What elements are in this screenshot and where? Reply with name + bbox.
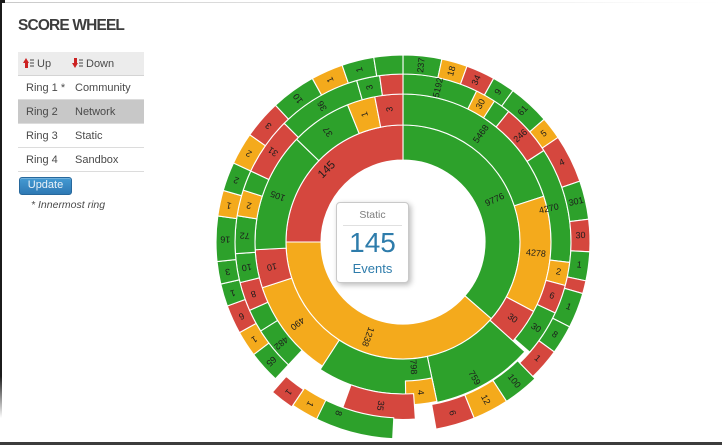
svg-text:1: 1: [359, 110, 370, 118]
svg-text:12: 12: [479, 393, 492, 407]
svg-text:1: 1: [225, 200, 232, 211]
svg-text:237: 237: [415, 57, 427, 73]
svg-text:65: 65: [264, 354, 278, 368]
svg-text:72: 72: [240, 231, 250, 241]
svg-text:1: 1: [564, 301, 572, 312]
svg-text:1: 1: [532, 353, 542, 364]
svg-text:37: 37: [321, 125, 335, 139]
svg-text:4270: 4270: [538, 201, 560, 215]
svg-text:3: 3: [364, 84, 375, 91]
svg-text:30: 30: [529, 321, 543, 335]
svg-text:105: 105: [269, 189, 287, 204]
svg-text:4: 4: [557, 157, 566, 168]
svg-text:3: 3: [384, 106, 394, 112]
svg-text:10: 10: [266, 261, 278, 273]
svg-text:1: 1: [325, 76, 336, 85]
svg-text:1: 1: [305, 399, 316, 408]
svg-text:8: 8: [250, 289, 258, 300]
svg-text:3: 3: [225, 267, 232, 278]
svg-text:6: 6: [237, 311, 246, 322]
svg-text:6: 6: [548, 290, 556, 301]
svg-text:30: 30: [506, 311, 520, 325]
svg-text:2: 2: [244, 148, 253, 159]
svg-text:18: 18: [445, 65, 457, 77]
svg-text:31: 31: [266, 145, 280, 159]
svg-text:798: 798: [408, 359, 419, 375]
svg-text:34: 34: [470, 73, 483, 86]
svg-text:61: 61: [516, 103, 530, 117]
svg-text:36: 36: [315, 99, 329, 113]
svg-text:301: 301: [568, 195, 585, 208]
svg-text:1: 1: [354, 66, 365, 73]
svg-text:30: 30: [575, 230, 585, 240]
svg-text:16: 16: [220, 234, 230, 244]
svg-text:2: 2: [555, 266, 562, 277]
svg-text:1: 1: [576, 259, 582, 270]
svg-text:10: 10: [291, 92, 305, 106]
svg-text:8: 8: [550, 329, 560, 340]
svg-text:2: 2: [245, 200, 252, 211]
svg-text:1: 1: [283, 387, 294, 397]
svg-text:5192: 5192: [431, 77, 445, 99]
svg-text:4278: 4278: [526, 247, 547, 259]
svg-text:1: 1: [249, 334, 259, 345]
svg-text:35: 35: [375, 400, 386, 411]
svg-text:2: 2: [232, 175, 240, 186]
svg-text:4: 4: [415, 389, 426, 395]
svg-text:10: 10: [241, 262, 252, 273]
svg-text:1: 1: [229, 288, 237, 299]
svg-text:8: 8: [333, 409, 344, 417]
svg-text:30: 30: [474, 97, 488, 111]
svg-text:6: 6: [447, 409, 458, 417]
svg-text:3: 3: [263, 120, 273, 131]
svg-text:5: 5: [539, 128, 549, 139]
svg-text:9: 9: [492, 87, 503, 97]
